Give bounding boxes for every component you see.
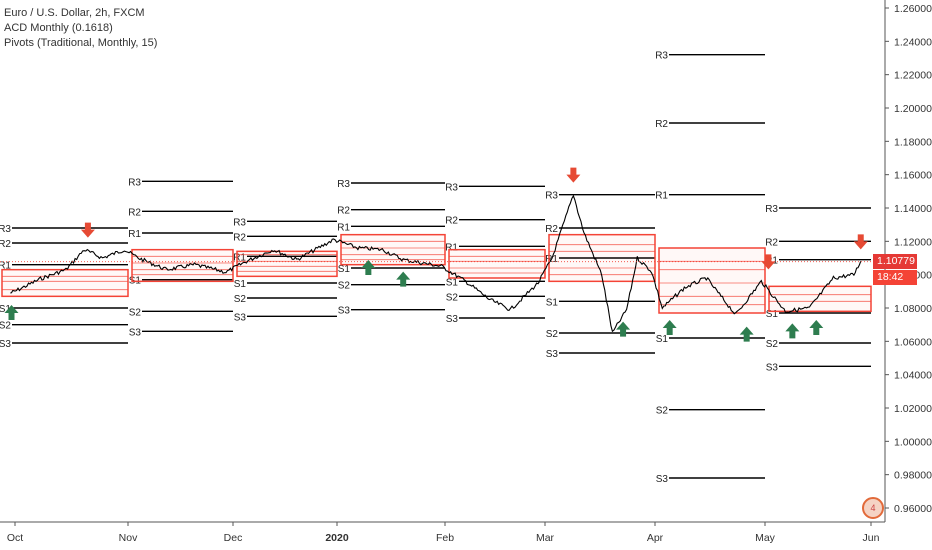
x-tick-label: 2020 [325,532,349,544]
x-tick-label: Dec [224,532,243,544]
pivot-label-r1: R1 [233,252,246,263]
pivot-label-r3: R3 [655,51,668,62]
pivot-label-r2: R2 [128,207,141,218]
pivot-label-s3: S3 [546,349,559,360]
buy-arrow-icon [361,260,376,275]
last-price-badge: 1.10779 [873,253,917,269]
y-tick-label: 1.06000 [894,336,932,348]
pivot-label-r2: R2 [765,237,778,248]
pivot-label-r1: R1 [337,222,350,233]
pivot-label-r1: R1 [445,242,458,253]
pivot-label-s1: S1 [766,309,779,320]
y-tick-label: 1.18000 [894,136,932,148]
pivot-label-r3: R3 [0,224,11,235]
y-tick-label: 1.16000 [894,170,932,182]
pivot-label-s1: S1 [656,334,669,345]
buy-arrow-icon [4,305,19,320]
x-tick-label: Jun [863,532,880,544]
pivot-label-r3: R3 [445,182,458,193]
x-tick-label: Feb [436,532,454,544]
sell-arrow-icon [761,254,776,270]
pivot-label-r3: R3 [765,204,778,215]
sell-arrow-icon [853,234,868,250]
pivot-label-s3: S3 [338,306,351,317]
chart-legend: Euro / U.S. Dollar, 2h, FXCM ACD Monthly… [4,6,157,51]
price-series-line [10,194,862,333]
y-tick-label: 1.12000 [894,236,932,248]
x-tick-label: Mar [536,532,555,544]
legend-pivots-indicator[interactable]: Pivots (Traditional, Monthly, 15) [4,37,158,49]
y-tick-label: 1.20000 [894,103,932,115]
pivot-label-r2: R2 [0,239,11,250]
x-tick-label: May [755,532,776,544]
acd-range-box [1,268,129,298]
pivot-label-r2: R2 [545,224,558,235]
pivot-label-r1: R1 [128,229,141,240]
pivot-label-s1: S1 [234,279,247,290]
y-tick-label: 1.00000 [894,436,932,448]
pivot-label-r1: R1 [765,256,778,267]
pivot-label-s2: S2 [338,281,351,292]
sell-arrow-icon [80,222,95,238]
pivot-label-r1: R1 [655,191,668,202]
legend-symbol[interactable]: Euro / U.S. Dollar, 2h, FXCM [4,7,145,19]
acd-range-box [658,247,766,314]
pivot-label-r3: R3 [233,217,246,228]
pivot-label-s3: S3 [234,312,247,323]
y-tick-label: 1.14000 [894,203,932,215]
pivot-label-s1: S1 [546,297,559,308]
pivot-label-s2: S2 [546,329,559,340]
buy-arrow-icon [739,326,754,342]
pivot-label-r3: R3 [545,191,558,202]
pivot-label-r2: R2 [655,119,668,130]
x-tick-label: Oct [7,532,23,544]
acd-range-box [768,285,872,313]
x-tick-label: Nov [119,532,138,544]
buy-arrow-icon [662,320,677,335]
buy-arrow-icon [396,271,411,287]
buy-arrow-icon [785,323,800,339]
pivot-label-s2: S2 [656,406,669,417]
pivot-label-s2: S2 [129,307,142,318]
pivot-label-r2: R2 [337,206,350,217]
y-tick-label: 1.02000 [894,403,932,415]
y-tick-label: 1.08000 [894,303,932,315]
x-tick-label: Apr [647,532,664,544]
pivot-label-s3: S3 [656,474,669,485]
pivot-label-s1: S1 [0,304,11,315]
y-tick-label: 1.04000 [894,370,932,382]
y-tick-label: 1.24000 [894,36,932,48]
y-tick-label: 1.26000 [894,3,932,15]
pivot-label-s1: S1 [338,264,351,275]
y-tick-label: 1.22000 [894,70,932,82]
pivot-label-s3: S3 [129,327,142,338]
acd-range-box [340,233,446,266]
pivot-label-r1: R1 [0,261,11,272]
pivot-label-r3: R3 [337,179,350,190]
pivot-label-s2: S2 [234,294,247,305]
acd-range-box [448,248,546,279]
pivot-label-s1: S1 [446,277,459,288]
bar-countdown-badge: 18:42 [873,269,917,285]
pivot-label-s3: S3 [446,314,459,325]
buy-arrow-icon [616,321,631,337]
pivot-label-s2: S2 [446,292,459,303]
pivot-label-s2: S2 [0,321,11,332]
legend-acd-indicator[interactable]: ACD Monthly (0.1618) [4,22,113,34]
acd-range-box [131,248,234,283]
pivot-label-s3: S3 [766,362,779,373]
sell-arrow-icon [566,167,581,183]
tradingview-logo-icon[interactable]: 4 [862,497,884,519]
buy-arrow-icon [809,320,824,335]
pivot-label-r3: R3 [128,177,141,188]
y-tick-label: 0.98000 [894,470,932,482]
pivot-label-s3: S3 [0,339,11,350]
acd-range-box [236,250,338,278]
pivot-label-s2: S2 [766,339,779,350]
pivot-label-r2: R2 [445,216,458,227]
y-tick-label: 0.96000 [894,503,932,515]
pivot-label-r2: R2 [233,232,246,243]
